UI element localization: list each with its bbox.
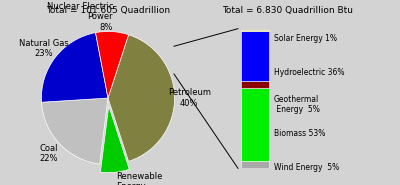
Text: Natural Gas
23%: Natural Gas 23%	[19, 38, 69, 58]
Wedge shape	[100, 106, 129, 173]
Text: Nuclear Electric
Power
8%: Nuclear Electric Power 8%	[47, 2, 113, 32]
Text: Wind Energy  5%: Wind Energy 5%	[274, 163, 339, 172]
Text: Total = 6.830 Quadrillion Btu: Total = 6.830 Quadrillion Btu	[222, 6, 354, 15]
Wedge shape	[42, 33, 108, 102]
Bar	[242, 88, 269, 161]
Bar	[242, 161, 269, 168]
Text: Renewable
Energy
7%: Renewable Energy 7%	[116, 172, 163, 185]
Text: Solar Energy 1%: Solar Energy 1%	[274, 34, 337, 43]
Text: Geothermal
 Energy  5%: Geothermal Energy 5%	[274, 95, 320, 114]
Bar	[242, 30, 269, 31]
Wedge shape	[108, 35, 175, 161]
Text: Biomass 53%: Biomass 53%	[274, 130, 325, 139]
Text: Total = 101.605 Quadrillion: Total = 101.605 Quadrillion	[46, 6, 170, 15]
Wedge shape	[42, 98, 108, 164]
Wedge shape	[96, 31, 128, 98]
Text: Coal
22%: Coal 22%	[40, 144, 58, 163]
Text: Petroleum
40%: Petroleum 40%	[168, 88, 211, 108]
Bar	[242, 31, 269, 81]
Bar	[242, 81, 269, 88]
Text: Hydroelectric 36%: Hydroelectric 36%	[274, 68, 344, 78]
